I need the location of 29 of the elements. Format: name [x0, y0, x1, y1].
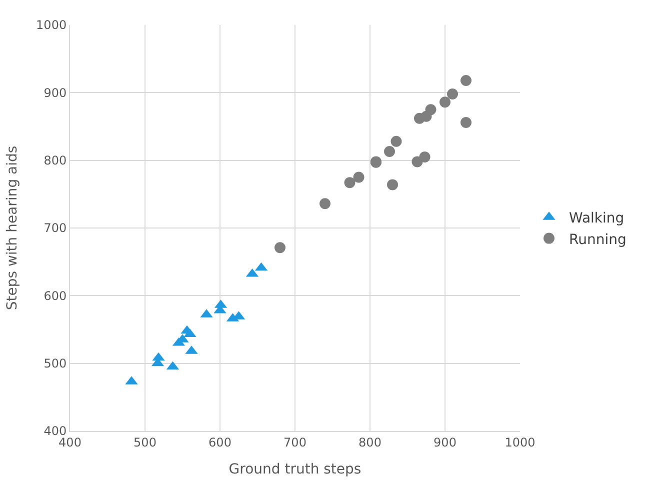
y-tick-label: 500 [44, 356, 67, 371]
point [419, 151, 430, 162]
point [460, 116, 472, 128]
y-tick-label: 700 [44, 221, 67, 236]
point [390, 136, 402, 147]
x-tick-label: 500 [134, 435, 156, 450]
point [447, 88, 458, 100]
point [274, 242, 286, 254]
point [320, 198, 330, 210]
point [344, 177, 356, 188]
point [440, 96, 450, 108]
point [460, 74, 472, 86]
y-axis-title: Steps with hearing aids [4, 146, 21, 310]
legend-label: Walking [569, 210, 624, 227]
point [387, 179, 398, 190]
x-tick-label: 700 [284, 435, 306, 450]
x-axis-title: Ground truth steps [228, 462, 362, 478]
point [384, 146, 395, 158]
y-tick-label: 600 [44, 288, 67, 303]
y-tick-label: 800 [44, 154, 67, 168]
x-tick-label: 1000 [504, 435, 536, 450]
x-tick-label: 900 [434, 435, 456, 450]
y-tick-label: 900 [44, 86, 67, 100]
y-tick-label: 1000 [36, 18, 67, 32]
x-tick-label: 800 [358, 435, 382, 450]
point [353, 172, 364, 183]
point [425, 104, 436, 116]
legend-label: Running [569, 232, 626, 248]
x-tick-label: 600 [208, 435, 232, 450]
